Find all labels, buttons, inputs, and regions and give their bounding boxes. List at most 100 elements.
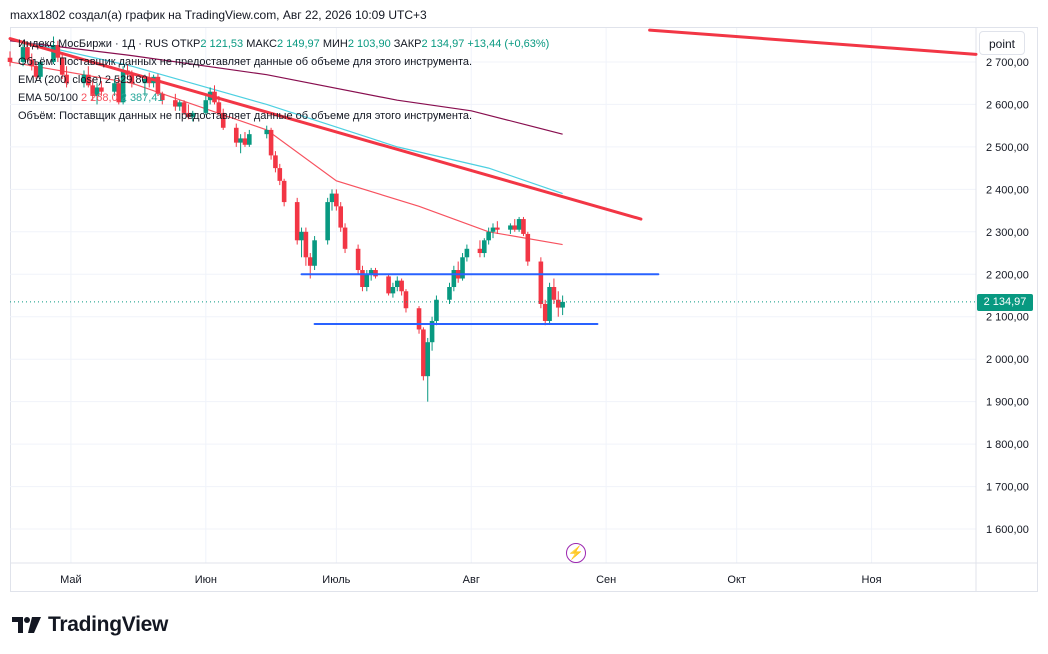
candle-body [481, 240, 487, 254]
candle-body [373, 270, 378, 277]
candle-body [268, 129, 274, 156]
ema200-row[interactable]: EMA (200, close) 2 529,80 [18, 71, 549, 89]
candle-body [403, 291, 409, 309]
candle-body [303, 231, 309, 258]
lightning-icon[interactable]: ⚡ [566, 543, 586, 563]
y-tick-label: 2 400,00 [986, 184, 1029, 196]
tradingview-logo-icon [12, 617, 41, 633]
candle-body [525, 233, 531, 262]
candle-body [338, 206, 344, 228]
candle-body [112, 83, 117, 92]
y-tick-label: 1 900,00 [986, 397, 1029, 409]
candle-body [173, 100, 178, 107]
candle-body [416, 308, 422, 330]
candle-body [86, 74, 91, 86]
candle-body [64, 74, 69, 84]
tradingview-logo[interactable]: TradingView [12, 613, 168, 637]
ema-label: EMA 50/100 [18, 92, 78, 104]
low-label: МИН [322, 38, 348, 50]
candle-body [90, 85, 95, 96]
chart-frame [10, 27, 1038, 592]
candle-body [538, 261, 544, 304]
candle-body [129, 74, 135, 84]
candle-body [521, 219, 526, 234]
candle-body [294, 202, 300, 241]
chart-author-header: maxx1802 создал(а) график на TradingView… [10, 8, 427, 22]
candle-body [81, 74, 87, 84]
candle-body [307, 257, 313, 266]
x-tick-label: Сен [596, 574, 616, 586]
x-tick-label: Май [60, 574, 82, 586]
x-tick-label: Июль [322, 574, 350, 586]
candle-body [51, 44, 56, 62]
high-value: 2 149,97 [276, 38, 320, 50]
candle-body [190, 112, 196, 118]
candle-body [464, 248, 470, 258]
candle-body [281, 180, 287, 203]
candle-body [542, 303, 548, 321]
candle-body [425, 342, 431, 377]
x-tick-label: Авг [463, 574, 480, 586]
candle-body [447, 287, 452, 300]
candle-body [59, 57, 65, 75]
high-label: МАКС [246, 38, 277, 50]
y-tick-label: 2 200,00 [986, 269, 1029, 281]
candle-body [25, 47, 30, 60]
candle-body [551, 287, 557, 300]
candle-body [547, 287, 552, 321]
ema200-label: EMA (200, close) [18, 74, 102, 86]
ema100-line [9, 38, 563, 195]
candle-body [203, 100, 209, 113]
x-tick-label: Ноя [862, 574, 882, 586]
candle-body [146, 78, 152, 84]
candle-body [273, 155, 278, 169]
candle-body [29, 59, 35, 67]
x-tick-label: Окт [727, 574, 746, 586]
instrument-name[interactable]: Индекс МосБиржи · 1Д · RUS [18, 38, 169, 50]
trend-line [648, 28, 978, 56]
candle-body [394, 280, 400, 288]
y-tick-label: 1 700,00 [986, 482, 1029, 494]
close-label: ЗАКР [393, 38, 422, 50]
candle-body [220, 112, 226, 128]
candle-body [477, 248, 483, 254]
volume-note-2: Объём: Поставщик данных не предоставляет… [18, 110, 473, 122]
y-tick-label: 1 800,00 [986, 439, 1029, 451]
candle-body [555, 299, 561, 308]
change-value: +13,44 (+0,63%) [467, 38, 550, 50]
candle-body [99, 87, 104, 92]
candle-body [94, 87, 100, 96]
candle-body [216, 102, 222, 113]
candle-body [159, 93, 165, 101]
candle-body [460, 257, 465, 279]
candle-body [486, 231, 491, 241]
scale-mode-button[interactable]: point [979, 31, 1025, 55]
candle-body [299, 231, 304, 241]
candle-body [451, 270, 457, 288]
candle-body [368, 270, 374, 275]
candle-body [247, 134, 252, 145]
ema50-100-row[interactable]: EMA 50/100 2 268,0 2 387,41 [18, 89, 549, 107]
candle-body [355, 248, 361, 271]
y-tick-label: 2 300,00 [986, 227, 1029, 239]
candle-body [334, 193, 339, 207]
tradingview-logo-text: TradingView [48, 613, 169, 636]
candle-body [390, 287, 396, 294]
ema50-value: 2 268,0 [81, 92, 118, 104]
chart-legend: Индекс МосБиржи · 1Д · RUS ОТКР2 121,53 … [18, 35, 549, 125]
low-value: 2 103,90 [347, 38, 391, 50]
candle-body [155, 76, 161, 94]
volume-note-1: Объём: Поставщик данных не предоставляет… [18, 56, 473, 68]
candle-body [186, 112, 191, 118]
candle-body [516, 219, 522, 230]
candle-body [495, 227, 500, 230]
candle-body [364, 274, 370, 288]
candle-body [490, 227, 496, 232]
candle-body [342, 227, 348, 249]
candle-body [429, 320, 435, 343]
candle-body [120, 70, 126, 103]
candle-body [238, 138, 243, 143]
candle-body [142, 78, 148, 84]
y-tick-label: 2 100,00 [986, 312, 1029, 324]
